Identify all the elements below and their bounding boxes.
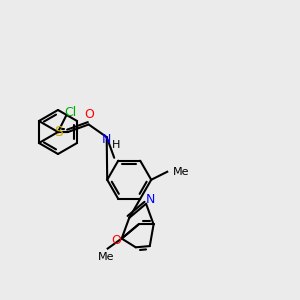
Text: Me: Me [173,167,190,177]
Text: N: N [146,193,155,206]
Text: Cl: Cl [64,106,76,118]
Text: Me: Me [98,251,114,262]
Text: N: N [102,133,111,146]
Text: H: H [112,140,120,150]
Text: S: S [54,125,62,139]
Text: O: O [111,234,121,247]
Text: O: O [85,108,94,121]
